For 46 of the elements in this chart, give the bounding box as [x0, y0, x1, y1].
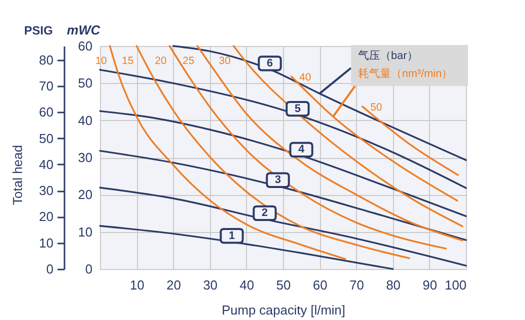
y2-tick-label: 10 [39, 235, 54, 250]
y2-tick-label: 70 [39, 78, 54, 94]
y2-tick-label: 80 [39, 52, 54, 68]
series-label: 2 [262, 207, 268, 220]
series-label: 4 [298, 144, 306, 156]
x-tick-label: 10 [130, 278, 144, 292]
y-tick-label: 50 [78, 76, 92, 91]
series-label: 30 [218, 55, 231, 67]
series-label: 40 [299, 71, 312, 84]
series-label: 15 [122, 55, 134, 67]
y2-tick-label: 0 [46, 262, 54, 276]
y-tick-label: 0 [85, 262, 92, 276]
y2-tick-label: 60 [39, 104, 54, 120]
y-tick-label: 40 [78, 112, 92, 128]
series-label: 20 [154, 55, 167, 67]
y-tick-label: 10 [78, 224, 92, 240]
series-label: 10 [95, 55, 108, 67]
annotation: 耗气量（nm³/min） [358, 67, 454, 82]
y2-tick-label: 40 [39, 156, 54, 172]
label-panel: 气压（bar） 耗气量（nm³/min） [351, 45, 468, 86]
x-tick-label: 60 [312, 278, 328, 292]
series-label: 3 [274, 174, 281, 186]
y-tick-label: 60 [78, 38, 92, 54]
series-label: 25 [182, 55, 195, 67]
y2-tick-label: 30 [39, 183, 54, 198]
text: Total head [10, 145, 25, 205]
series-label: 50 [370, 102, 382, 114]
x-tick-label: 50 [276, 278, 291, 292]
series-label: 6 [266, 57, 273, 70]
series-label: 5 [294, 102, 301, 115]
y-tick-label: 20 [78, 187, 92, 202]
x-tick-label: 30 [203, 278, 218, 292]
y2-tick-label: 50 [39, 130, 54, 146]
y2-axis-title: PSIG [24, 24, 53, 38]
x-axis-title: Pump capacity [l/min] [222, 302, 346, 318]
x-tick-label: 20 [166, 278, 181, 292]
x-tick-label: 70 [349, 278, 364, 292]
x-tick-label: 100 [444, 278, 466, 292]
y2-tick-label: 20 [39, 209, 54, 224]
x-tick-label: 90 [422, 278, 438, 292]
y-axis-title: mWC [66, 22, 101, 38]
annotation: 气压（bar） [358, 49, 419, 64]
series-label: 1 [228, 230, 235, 242]
x-tick-label: 40 [240, 278, 254, 292]
y-tick-label: 30 [78, 150, 92, 165]
x-tick-label: 80 [386, 278, 401, 292]
